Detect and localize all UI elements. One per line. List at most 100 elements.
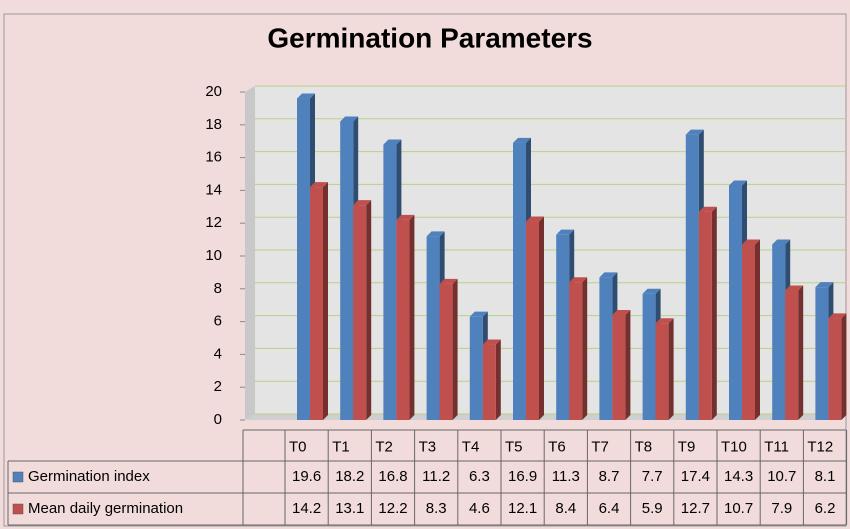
bar [469, 316, 483, 420]
y-tick-label: 10 [205, 247, 222, 264]
bar [556, 234, 570, 420]
bar-side [798, 285, 804, 420]
legend-key [12, 503, 24, 515]
table-value: 6.4 [599, 500, 620, 517]
bar-side [711, 206, 717, 420]
table-value: 5.9 [642, 500, 663, 517]
bar-side [409, 214, 415, 420]
y-tick-label: 8 [214, 280, 222, 297]
bar-top [785, 285, 804, 291]
table-value: 16.9 [508, 468, 537, 485]
table-value: 12.7 [681, 500, 710, 517]
bar-top [599, 272, 618, 278]
y-tick-label: 20 [205, 83, 222, 100]
bar [815, 287, 829, 420]
table-value: 11.3 [552, 468, 580, 485]
table-value: 18.2 [335, 468, 364, 485]
bar [742, 244, 755, 420]
y-tick-label: 4 [214, 345, 222, 362]
x-tick-label: T2 [375, 438, 393, 455]
bar-side [366, 200, 372, 420]
table-value: 13.1 [335, 500, 364, 517]
x-tick-label: T1 [332, 438, 350, 455]
bar-top [742, 239, 760, 245]
table-value: 19.6 [292, 468, 321, 485]
bar-top [729, 180, 747, 186]
table-value: 10.7 [767, 468, 796, 485]
bar [698, 211, 712, 420]
bar-side [495, 339, 501, 420]
y-tick-label: 16 [205, 149, 222, 166]
table-value: 8.7 [599, 468, 620, 485]
table-value: 10.7 [724, 500, 753, 517]
bar-top [698, 206, 717, 212]
bar-top [556, 229, 575, 235]
bar-top [340, 116, 359, 122]
y-tick-label: 18 [205, 116, 222, 133]
table-value: 8.4 [555, 500, 576, 517]
bar [655, 323, 669, 420]
bar-top [482, 339, 501, 345]
side-wall [245, 86, 255, 420]
bar [426, 236, 440, 420]
bar-top [426, 231, 445, 237]
y-tick-label: 14 [205, 181, 222, 198]
table-value: 8.1 [815, 468, 836, 485]
bar-top [526, 216, 544, 222]
table-value: 4.6 [469, 500, 490, 517]
table-value: 11.2 [422, 468, 450, 485]
legend-label: Germination index [28, 468, 150, 485]
bar [526, 221, 539, 420]
y-tick-label: 6 [214, 313, 222, 330]
bar [513, 142, 526, 420]
bar [439, 283, 453, 420]
bar [353, 205, 367, 420]
bar [297, 98, 310, 420]
x-tick-label: T5 [505, 438, 523, 455]
bar-top [297, 93, 315, 99]
table-value: 17.4 [681, 468, 710, 485]
table-value: 14.2 [292, 500, 321, 517]
bar-top [655, 318, 674, 324]
bar [642, 293, 656, 420]
legend-key [12, 471, 24, 483]
bar-top [310, 182, 328, 188]
bar-top [772, 239, 791, 245]
bar-side [625, 310, 631, 420]
bar [729, 185, 742, 420]
bar [569, 282, 583, 420]
table-value: 6.2 [815, 500, 836, 517]
bar-top [469, 311, 488, 317]
bar-top [642, 288, 661, 294]
bar-side [323, 182, 328, 420]
x-tick-label: T8 [635, 438, 653, 455]
bar [599, 277, 613, 420]
x-tick-label: T10 [721, 438, 747, 455]
x-tick-label: T11 [764, 438, 789, 455]
y-tick-label: 12 [205, 214, 222, 231]
bar [612, 315, 626, 420]
bar-top [612, 310, 631, 316]
bar-side [539, 216, 544, 420]
table-value: 12.1 [508, 500, 537, 517]
y-tick-label: 2 [214, 378, 222, 395]
bar [785, 290, 799, 420]
bar [340, 121, 354, 421]
table-value: 14.3 [724, 468, 753, 485]
chart-border [3, 13, 847, 527]
bar-top [569, 277, 588, 283]
bar [383, 144, 397, 421]
table-value: 7.7 [642, 468, 663, 485]
bar-top [513, 137, 531, 143]
bar-top [685, 129, 704, 135]
bar [396, 219, 410, 420]
bar [772, 244, 786, 420]
x-tick-label: T3 [419, 438, 437, 455]
table-value: 16.8 [378, 468, 407, 485]
bar-top [353, 200, 372, 206]
x-tick-label: T0 [289, 438, 307, 455]
bar-top [828, 313, 847, 319]
x-tick-label: T6 [548, 438, 566, 455]
table-value: 6.3 [469, 468, 490, 485]
